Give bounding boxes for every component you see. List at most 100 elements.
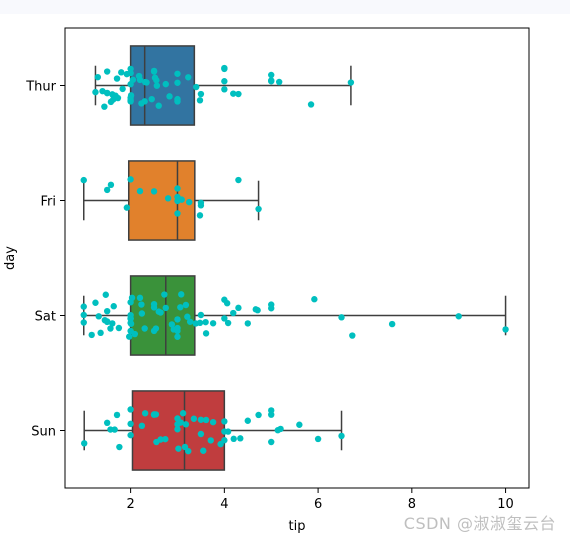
strip-point bbox=[221, 418, 228, 425]
strip-point bbox=[166, 93, 173, 100]
strip-point bbox=[224, 428, 232, 435]
strip-point bbox=[127, 420, 134, 428]
strip-point bbox=[115, 324, 123, 332]
strip-point bbox=[230, 309, 237, 317]
strip-point bbox=[80, 319, 87, 326]
strip-point bbox=[80, 311, 87, 319]
box-group-sat bbox=[80, 275, 509, 356]
strip-point bbox=[202, 318, 209, 326]
x-tick-label: 10 bbox=[497, 497, 514, 512]
strip-point bbox=[197, 199, 205, 207]
strip-point bbox=[221, 78, 228, 85]
strip-point bbox=[255, 411, 262, 419]
strip-point bbox=[113, 411, 121, 419]
strip-point bbox=[127, 96, 134, 104]
strip-point bbox=[182, 301, 190, 309]
watermark: CSDN @淑淑玺云台 bbox=[403, 514, 556, 533]
strip-point bbox=[143, 79, 150, 86]
strip-point bbox=[102, 291, 109, 298]
strip-point bbox=[200, 447, 207, 454]
strip-point bbox=[157, 436, 164, 443]
y-axis-title: day bbox=[3, 246, 18, 270]
plot-layer bbox=[80, 45, 509, 471]
strip-point bbox=[193, 83, 200, 91]
strip-point bbox=[123, 204, 131, 211]
strip-point bbox=[314, 435, 322, 443]
strip-point bbox=[221, 437, 228, 444]
strip-point bbox=[164, 195, 172, 202]
strip-point bbox=[235, 304, 242, 312]
strip-point bbox=[114, 94, 122, 102]
strip-point bbox=[307, 101, 315, 108]
strip-point bbox=[196, 319, 204, 327]
axes-frame bbox=[64, 27, 530, 489]
box-iqr bbox=[129, 45, 196, 126]
strip-point bbox=[349, 332, 356, 339]
strip-point bbox=[127, 320, 135, 327]
strip-point bbox=[197, 430, 205, 438]
strip-point bbox=[235, 90, 242, 98]
strip-point bbox=[347, 79, 355, 86]
strip-point bbox=[118, 69, 125, 76]
strip-point bbox=[196, 212, 204, 219]
box-group-thur bbox=[92, 45, 355, 126]
strip-point bbox=[190, 415, 198, 422]
strip-point bbox=[153, 77, 160, 84]
strip-point bbox=[311, 296, 318, 303]
strip-point bbox=[197, 416, 205, 423]
strip-point bbox=[230, 435, 237, 443]
strip-point bbox=[268, 78, 275, 85]
strip-point bbox=[88, 331, 95, 339]
strip-point bbox=[103, 307, 111, 315]
strip-point bbox=[136, 76, 144, 84]
strip-point bbox=[116, 443, 123, 451]
strip-point bbox=[127, 92, 135, 99]
strip-point bbox=[268, 305, 275, 312]
box-group-fri bbox=[80, 160, 262, 241]
strip-point bbox=[153, 82, 161, 89]
strip-point bbox=[136, 187, 144, 195]
strip-point bbox=[81, 440, 88, 447]
strip-point bbox=[150, 188, 158, 195]
strip-point bbox=[255, 205, 262, 213]
strip-point bbox=[202, 416, 210, 424]
strip-point bbox=[268, 438, 275, 446]
strip-point bbox=[103, 89, 111, 97]
strip-point bbox=[168, 321, 176, 328]
strip-point bbox=[174, 79, 181, 86]
strip-point bbox=[141, 325, 148, 332]
box-iqr bbox=[127, 160, 196, 241]
strip-point bbox=[244, 417, 251, 424]
strip-point bbox=[179, 410, 187, 417]
strip-point bbox=[338, 314, 345, 321]
strip-point bbox=[174, 185, 181, 192]
strip-point bbox=[157, 309, 164, 316]
strip-point bbox=[141, 410, 149, 417]
strip-point bbox=[152, 325, 160, 332]
strip-point bbox=[174, 210, 181, 217]
strip-point bbox=[244, 320, 251, 327]
strip-point bbox=[162, 304, 169, 312]
strip-point bbox=[202, 330, 210, 337]
strip-point bbox=[174, 316, 181, 323]
strip-point bbox=[110, 303, 117, 310]
strip-point bbox=[150, 300, 158, 308]
strip-point bbox=[197, 90, 205, 98]
strip-point bbox=[162, 80, 169, 88]
strip-point bbox=[155, 102, 162, 109]
top-band bbox=[0, 0, 570, 14]
strip-point bbox=[152, 411, 160, 418]
strip-point bbox=[162, 435, 169, 443]
strip-point bbox=[138, 422, 146, 430]
strip-point bbox=[197, 311, 205, 319]
strip-point bbox=[254, 307, 261, 314]
strip-point bbox=[209, 320, 217, 327]
strip-point bbox=[161, 291, 168, 298]
strip-point bbox=[182, 421, 190, 428]
strip-point bbox=[103, 318, 111, 326]
strip-point bbox=[230, 90, 237, 97]
strip-point bbox=[97, 329, 104, 337]
strip-point bbox=[296, 421, 303, 428]
y-axis: Thur Fri Sat Sun bbox=[25, 80, 65, 440]
